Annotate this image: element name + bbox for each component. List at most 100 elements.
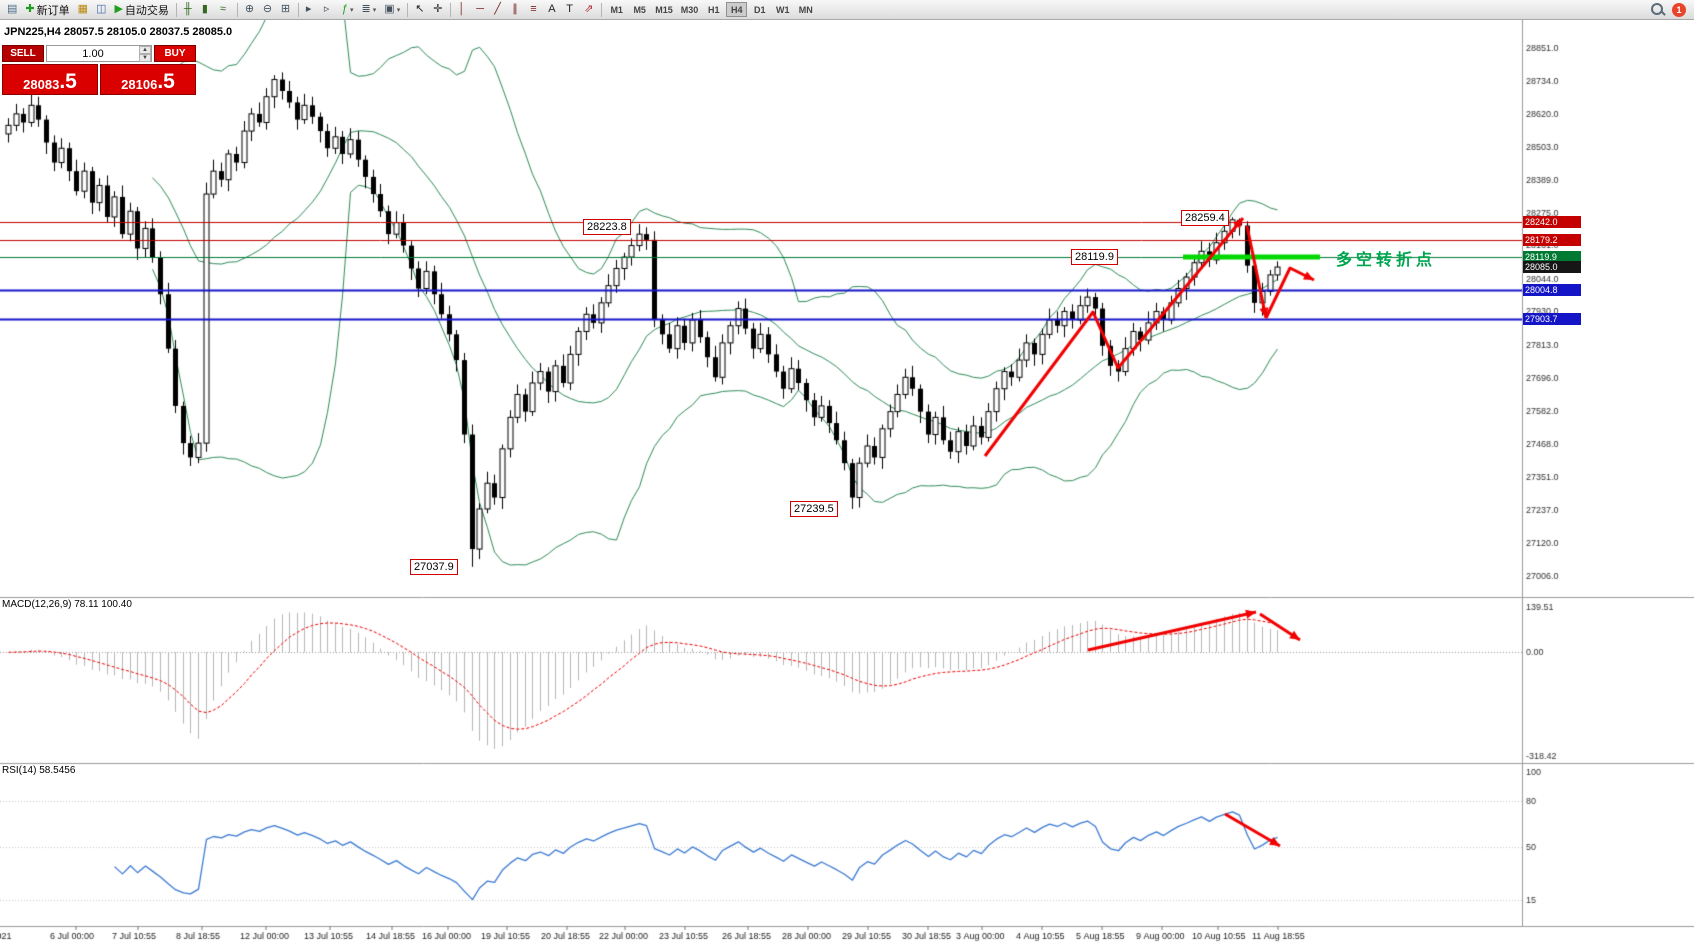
label-icon-glyph: T bbox=[566, 3, 573, 15]
timeframe-h4-button[interactable]: H4 bbox=[726, 2, 748, 17]
sell-price-pips: .5 bbox=[59, 70, 77, 93]
timeframe-m30-button[interactable]: M30 bbox=[678, 2, 702, 17]
auto-scroll-icon[interactable]: ▸ bbox=[302, 1, 320, 18]
new-order-button[interactable]: ✚ 新订单 bbox=[21, 1, 73, 18]
trade-panel-price-row: 28083.5 28106.5 bbox=[2, 64, 196, 95]
trade-panel-header-row: SELL ▲ ▼ BUY bbox=[2, 45, 196, 62]
price-callout-28119.9[interactable]: 28119.9 bbox=[1071, 249, 1118, 265]
notification-badge[interactable]: 1 bbox=[1672, 2, 1686, 17]
price-callout-27037.9[interactable]: 27037.9 bbox=[410, 559, 458, 575]
sell-tab[interactable]: SELL bbox=[2, 45, 44, 62]
toolbar-separator bbox=[236, 2, 238, 17]
templates-dropdown[interactable]: ▣ ▾ bbox=[380, 1, 404, 18]
price-tag-28004.8: 28004.8 bbox=[1523, 284, 1581, 297]
price-callout-27239.5[interactable]: 27239.5 bbox=[790, 501, 838, 517]
buy-button[interactable]: 28106.5 bbox=[100, 64, 196, 95]
toolbar-separator bbox=[297, 2, 299, 17]
autotrading-button-label: 自动交易 bbox=[124, 4, 169, 17]
chart-window-icon[interactable]: ▤ bbox=[3, 1, 21, 18]
line-chart-icon[interactable]: ≈ bbox=[216, 1, 234, 18]
vertical-line-icon-glyph: │ bbox=[458, 3, 466, 15]
volume-spinner: ▲ ▼ bbox=[139, 46, 151, 62]
line-chart-icon-glyph: ≈ bbox=[219, 3, 226, 15]
timeframe-m5-button[interactable]: M5 bbox=[629, 2, 650, 17]
chart-shift-icon-glyph: ▹ bbox=[323, 3, 330, 15]
horizontal-line-icon-glyph: ─ bbox=[476, 3, 484, 15]
toolbar-separator bbox=[407, 2, 409, 17]
text-icon[interactable]: A bbox=[544, 1, 562, 18]
chart-canvas[interactable] bbox=[0, 20, 1694, 947]
charts-grid-icon[interactable]: ▦ bbox=[74, 1, 92, 18]
price-callout-28259.4[interactable]: 28259.4 bbox=[1181, 210, 1229, 226]
toolbar-separator bbox=[601, 2, 603, 17]
timeframe-m15-button[interactable]: M15 bbox=[652, 2, 676, 17]
timeframe-m1-button[interactable]: M1 bbox=[606, 2, 627, 17]
macd-label: MACD(12,26,9) 78.11 100.40 bbox=[2, 599, 132, 610]
arrows-icon[interactable]: ⇗ bbox=[580, 1, 598, 18]
sell-price-base: 28083 bbox=[23, 77, 60, 92]
templates-dropdown-glyph: ▣ bbox=[384, 3, 395, 15]
symbol-ohlc-label: JPN225,H4 28057.5 28105.0 28037.5 28085.… bbox=[4, 26, 233, 38]
new-order-button-glyph: ✚ bbox=[25, 3, 35, 15]
turning-point-annotation[interactable]: 多空转折点 bbox=[1336, 252, 1437, 269]
price-tag-28179.2: 28179.2 bbox=[1523, 234, 1581, 247]
periods-dropdown[interactable]: ≣ ▾ bbox=[358, 1, 381, 18]
search-lens bbox=[1651, 3, 1663, 15]
rsi-label: RSI(14) 58.5456 bbox=[2, 765, 76, 776]
periods-dropdown-caret: ▾ bbox=[372, 6, 377, 14]
price-tag-28242.0: 28242.0 bbox=[1523, 216, 1581, 229]
fibonacci-icon[interactable]: ≡ bbox=[526, 1, 544, 18]
cursor-icon-glyph: ↖ bbox=[415, 3, 425, 15]
tile-windows-icon[interactable]: ⊞ bbox=[277, 1, 295, 18]
bar-chart-icon[interactable]: ╫ bbox=[180, 1, 198, 18]
search-icon[interactable] bbox=[1650, 2, 1666, 17]
buy-price-base: 28106 bbox=[121, 77, 158, 92]
chart-shift-icon[interactable]: ▹ bbox=[320, 1, 338, 18]
templates-dropdown-caret: ▾ bbox=[396, 6, 401, 14]
zoom-out-icon-glyph: ⊖ bbox=[262, 3, 273, 15]
price-tag-28085.0: 28085.0 bbox=[1523, 261, 1581, 274]
indicators-dropdown-glyph: ƒ bbox=[341, 3, 349, 15]
volume-decrease-button[interactable]: ▼ bbox=[139, 54, 151, 62]
candlestick-chart-icon-glyph: ▮ bbox=[201, 3, 208, 15]
label-icon[interactable]: T bbox=[562, 1, 580, 18]
volume-control: ▲ ▼ bbox=[46, 45, 152, 62]
volume-input[interactable] bbox=[47, 46, 139, 61]
text-icon-glyph: A bbox=[548, 3, 556, 15]
autotrading-button[interactable]: ▶ 自动交易 bbox=[110, 1, 172, 18]
toolbar-items: ▤ ✚ 新订单 ▦ ◫ ▶ 自动交易 ╫ ▮ ≈ ⊕ ⊖ ⊞ ▸ ▹ ƒ ▾ ≣ ▾ ▣ ▾ ↖ ✛ │ ─ ╱ ∥ ≡ A T ⇗ M1 M5… bbox=[3, 0, 817, 19]
market-watch-icon[interactable]: ◫ bbox=[92, 1, 110, 18]
chart-window-icon-glyph: ▤ bbox=[7, 3, 18, 15]
buy-price-pips: .5 bbox=[157, 70, 175, 93]
toolbar-separator bbox=[175, 2, 177, 17]
zoom-out-icon[interactable]: ⊖ bbox=[259, 1, 277, 18]
autotrading-button-glyph: ▶ bbox=[114, 3, 123, 15]
sell-button[interactable]: 28083.5 bbox=[2, 64, 98, 95]
search-handle bbox=[1660, 10, 1666, 16]
price-callout-28223.8[interactable]: 28223.8 bbox=[583, 219, 631, 235]
timeframe-d1-button[interactable]: D1 bbox=[749, 2, 770, 17]
timeframe-mn-button[interactable]: MN bbox=[795, 2, 816, 17]
buy-tab[interactable]: BUY bbox=[154, 45, 196, 62]
timeframe-w1-button[interactable]: W1 bbox=[772, 2, 793, 17]
toolbar-separator bbox=[450, 2, 452, 17]
timeframe-h1-button[interactable]: H1 bbox=[703, 2, 724, 17]
one-click-trading-panel: SELL ▲ ▼ BUY 28083.5 28106.5 bbox=[2, 45, 196, 95]
vertical-line-icon[interactable]: │ bbox=[454, 1, 472, 18]
trendline-icon[interactable]: ╱ bbox=[490, 1, 508, 18]
candlestick-chart-icon[interactable]: ▮ bbox=[198, 1, 216, 18]
auto-scroll-icon-glyph: ▸ bbox=[305, 3, 312, 15]
volume-increase-button[interactable]: ▲ bbox=[139, 46, 151, 54]
charts-grid-icon-glyph: ▦ bbox=[77, 3, 89, 15]
zoom-in-icon[interactable]: ⊕ bbox=[241, 1, 259, 18]
toolbar: ▤ ✚ 新订单 ▦ ◫ ▶ 自动交易 ╫ ▮ ≈ ⊕ ⊖ ⊞ ▸ ▹ ƒ ▾ ≣ ▾ ▣ ▾ ↖ ✛ │ ─ ╱ ∥ ≡ A T ⇗ M1 M5… bbox=[0, 0, 1694, 20]
channel-icon[interactable]: ∥ bbox=[508, 1, 526, 18]
periods-dropdown-glyph: ≣ bbox=[361, 3, 371, 15]
bar-chart-icon-glyph: ╫ bbox=[183, 3, 192, 15]
zoom-in-icon-glyph: ⊕ bbox=[244, 3, 255, 15]
cursor-icon[interactable]: ↖ bbox=[411, 1, 429, 18]
indicators-dropdown[interactable]: ƒ ▾ bbox=[338, 1, 358, 18]
horizontal-line-icon[interactable]: ─ bbox=[472, 1, 490, 18]
crosshair-icon[interactable]: ✛ bbox=[429, 1, 447, 18]
